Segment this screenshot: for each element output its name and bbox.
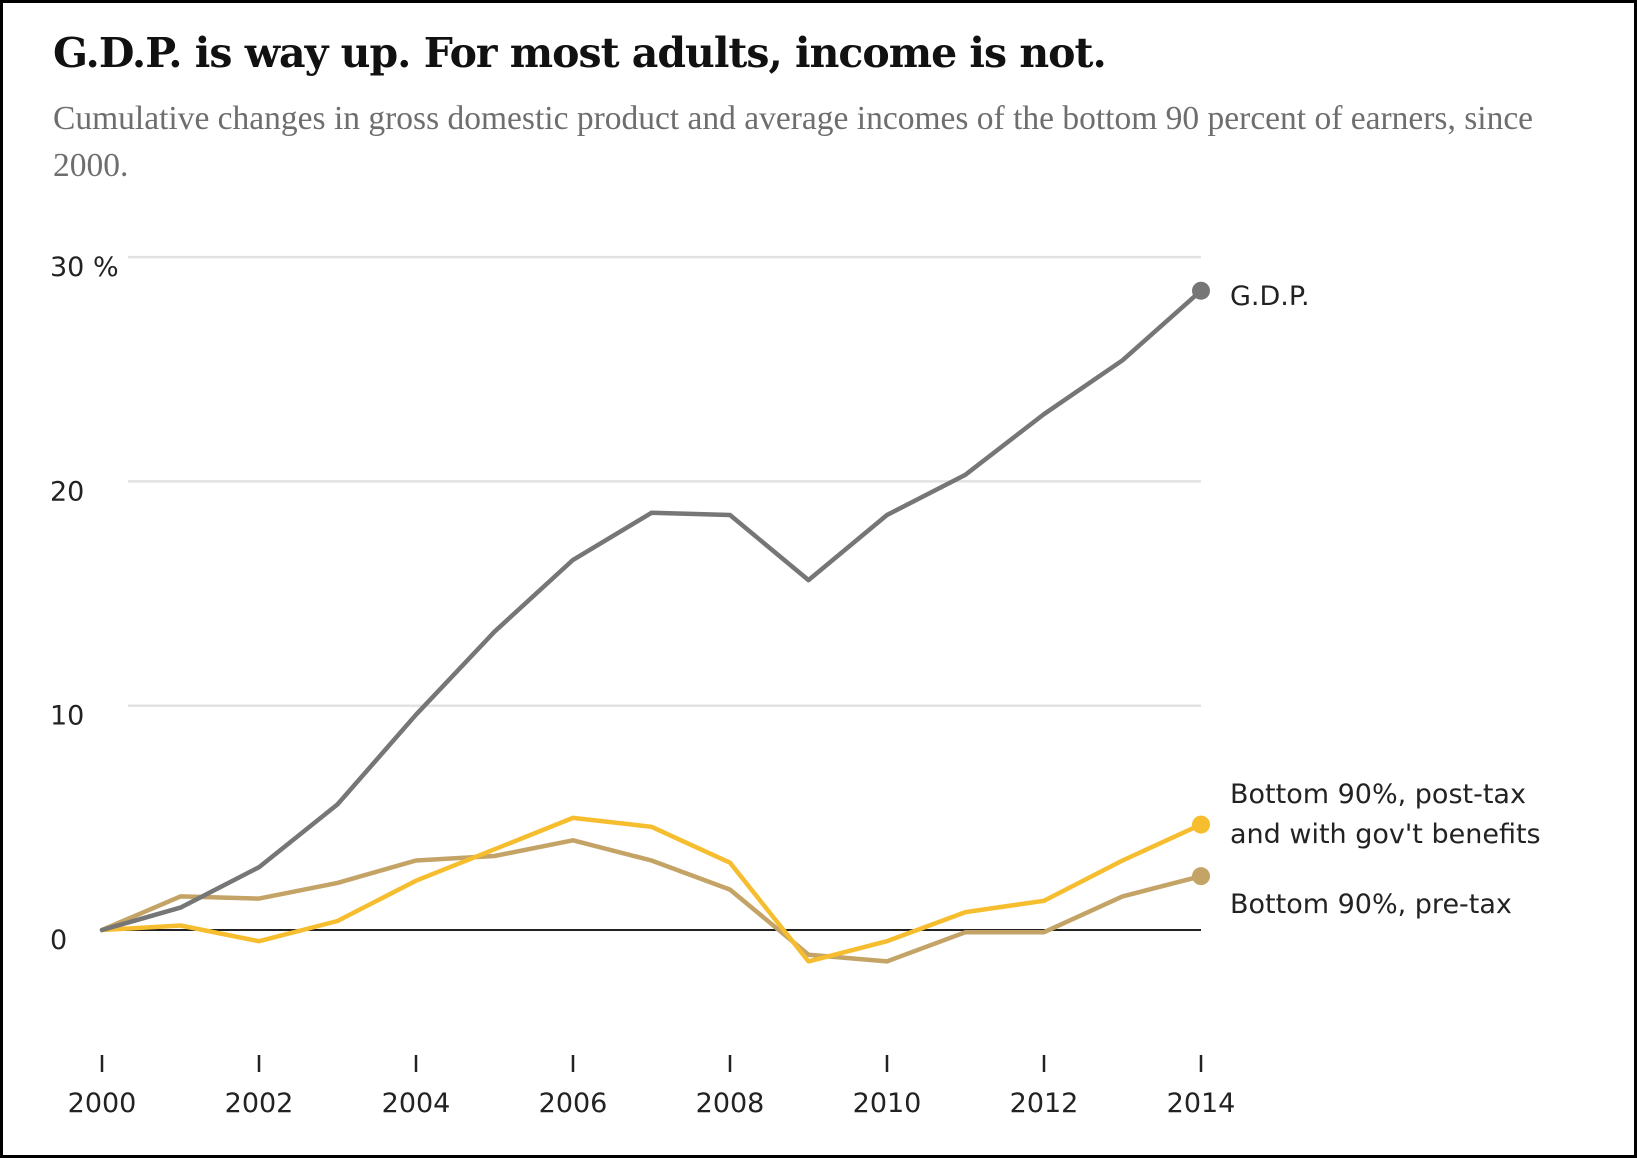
series-end-dot xyxy=(1192,281,1210,300)
chart-title: G.D.P. is way up. For most adults, incom… xyxy=(53,29,1107,77)
x-tick-label: 2006 xyxy=(539,1088,608,1119)
x-tick-label: 2014 xyxy=(1167,1088,1236,1119)
y-tick-label: 0 xyxy=(50,925,67,956)
x-tick-label: 2002 xyxy=(225,1088,294,1119)
series-label: Bottom 90%, post-tax xyxy=(1230,779,1526,810)
y-tick-label: 10 xyxy=(50,701,84,732)
series-line xyxy=(99,815,1204,964)
x-tick-label: 2008 xyxy=(696,1088,765,1119)
x-tick-label: 2000 xyxy=(68,1088,137,1119)
series-label: Bottom 90%, pre-tax xyxy=(1230,889,1512,920)
x-tick-label: 2010 xyxy=(853,1088,922,1119)
x-tick-label: 2004 xyxy=(382,1088,451,1119)
series-label: and with gov't benefits xyxy=(1230,819,1541,850)
series-end-dot xyxy=(1192,815,1210,834)
x-tick-label: 2012 xyxy=(1010,1088,1079,1119)
series-end-dot xyxy=(1192,867,1210,886)
series-label: G.D.P. xyxy=(1230,281,1310,312)
series-line xyxy=(99,288,1204,933)
chart-subtitle: Cumulative changes in gross domestic pro… xyxy=(53,100,1534,184)
y-tick-label: 30 % xyxy=(50,252,119,283)
series-line xyxy=(99,838,1204,964)
y-tick-label: 20 xyxy=(50,476,84,507)
